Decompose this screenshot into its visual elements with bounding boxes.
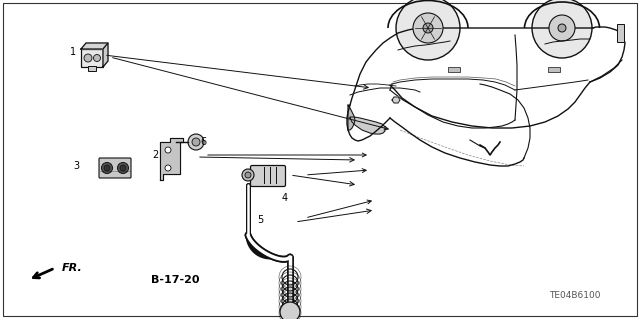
Circle shape (84, 54, 92, 62)
Polygon shape (348, 105, 355, 130)
Circle shape (423, 23, 433, 33)
Circle shape (192, 138, 200, 146)
Circle shape (120, 165, 126, 171)
Polygon shape (350, 117, 385, 134)
Circle shape (413, 13, 443, 43)
Circle shape (165, 147, 171, 153)
Circle shape (188, 134, 204, 150)
Text: 5: 5 (257, 215, 263, 225)
Polygon shape (160, 138, 183, 180)
Circle shape (549, 15, 575, 41)
Polygon shape (103, 43, 108, 67)
Circle shape (165, 165, 171, 171)
Text: B-17-20: B-17-20 (151, 275, 199, 285)
Text: TE04B6100: TE04B6100 (549, 291, 601, 300)
Circle shape (280, 302, 300, 319)
Text: 3: 3 (73, 161, 79, 171)
Text: 4: 4 (282, 193, 288, 203)
Circle shape (102, 162, 113, 174)
FancyBboxPatch shape (250, 166, 285, 187)
Text: FR.: FR. (62, 263, 83, 273)
Circle shape (245, 172, 251, 178)
Text: 2: 2 (152, 150, 158, 160)
Bar (548, 67, 560, 72)
Circle shape (242, 169, 254, 181)
Circle shape (558, 24, 566, 32)
Circle shape (396, 0, 460, 60)
Bar (448, 67, 460, 72)
Circle shape (104, 165, 110, 171)
Bar (617, 24, 624, 42)
Polygon shape (392, 97, 400, 103)
Circle shape (532, 0, 592, 58)
Circle shape (118, 162, 129, 174)
Bar (81, 49, 103, 67)
Text: 6: 6 (200, 137, 206, 147)
Polygon shape (81, 43, 108, 49)
Text: 1: 1 (70, 47, 76, 57)
Bar (88, 66, 96, 71)
FancyBboxPatch shape (99, 158, 131, 178)
Circle shape (93, 55, 100, 62)
